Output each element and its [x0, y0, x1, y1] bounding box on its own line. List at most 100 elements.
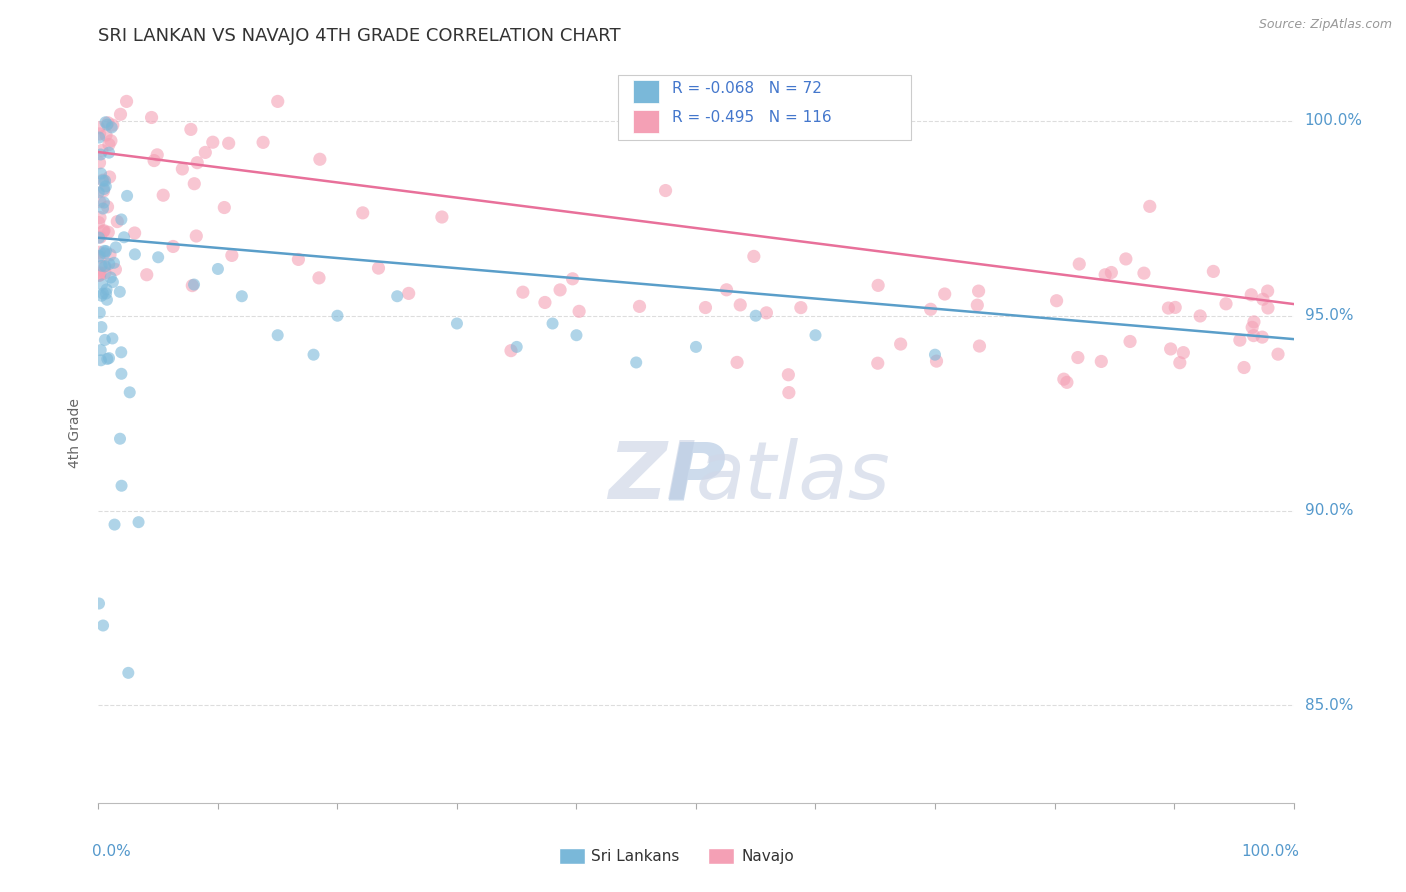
Point: [186, 229, 208, 244]
Text: 0.0%: 0.0%: [93, 844, 131, 858]
Point: [186, 155, 208, 169]
Point: [100, 134, 122, 148]
Point: [1157, 301, 1180, 315]
Point: [1168, 356, 1191, 370]
Point: [89, 268, 111, 282]
Bar: [633, 110, 659, 133]
Point: [89, 127, 111, 141]
Point: [98, 248, 121, 262]
Point: [90, 289, 112, 303]
Point: [267, 328, 290, 343]
Point: [148, 250, 170, 264]
Point: [135, 268, 157, 282]
Point: [97, 225, 120, 239]
Point: [90, 259, 112, 273]
Point: [534, 295, 557, 310]
Point: [890, 337, 912, 351]
Point: [1243, 328, 1265, 343]
Point: [89, 249, 111, 263]
Bar: [633, 80, 659, 103]
Text: Source: ZipAtlas.com: Source: ZipAtlas.com: [1258, 18, 1392, 31]
Point: [101, 331, 124, 345]
Point: [90, 353, 112, 368]
Point: [866, 356, 889, 370]
Point: [93, 195, 115, 210]
Point: [110, 479, 132, 493]
Point: [128, 515, 150, 529]
Point: [561, 272, 583, 286]
Point: [183, 277, 205, 292]
Point: [506, 340, 529, 354]
Point: [87, 215, 110, 229]
Text: P: P: [666, 438, 725, 516]
Point: [309, 153, 332, 167]
Point: [778, 385, 800, 400]
Point: [790, 301, 813, 315]
Point: [94, 260, 117, 274]
Point: [93, 184, 115, 198]
Point: [302, 348, 325, 362]
Point: [231, 289, 253, 303]
Point: [90, 167, 112, 181]
Point: [101, 118, 124, 132]
Point: [94, 174, 117, 188]
Point: [218, 136, 240, 151]
Point: [1164, 301, 1187, 315]
Point: [104, 240, 127, 254]
Point: [87, 230, 110, 244]
Point: [541, 317, 564, 331]
Point: [91, 202, 114, 216]
Point: [90, 144, 112, 158]
Point: [110, 107, 132, 121]
Point: [89, 245, 111, 260]
Point: [96, 351, 118, 366]
Point: [548, 283, 571, 297]
Point: [87, 186, 110, 200]
Point: [105, 214, 128, 228]
Point: [94, 179, 117, 194]
Point: [94, 128, 117, 142]
Point: [267, 95, 290, 109]
Point: [91, 173, 114, 187]
Point: [118, 385, 141, 400]
Point: [162, 239, 184, 253]
Point: [925, 354, 948, 368]
Point: [934, 287, 956, 301]
Point: [93, 224, 115, 238]
Point: [103, 517, 125, 532]
Point: [1119, 334, 1142, 349]
Point: [969, 339, 991, 353]
Point: [207, 262, 229, 277]
Point: [90, 320, 112, 334]
Point: [110, 367, 132, 381]
Point: [654, 184, 676, 198]
Point: [91, 173, 114, 187]
Bar: [558, 848, 585, 864]
Point: [221, 248, 243, 262]
Point: [499, 343, 522, 358]
Point: [89, 306, 111, 320]
Point: [1115, 252, 1137, 266]
Point: [183, 177, 205, 191]
Point: [89, 194, 111, 209]
Point: [367, 261, 389, 276]
Point: [967, 284, 990, 298]
Point: [141, 111, 163, 125]
Point: [93, 182, 115, 196]
Point: [1267, 347, 1289, 361]
Point: [920, 302, 942, 317]
Text: ZI: ZI: [607, 438, 696, 516]
Point: [94, 244, 117, 259]
Point: [96, 200, 118, 214]
Point: [725, 355, 748, 369]
Point: [1251, 292, 1274, 306]
Point: [385, 289, 409, 303]
Point: [1229, 333, 1251, 347]
Point: [1099, 266, 1122, 280]
Point: [565, 328, 588, 343]
Point: [94, 333, 117, 347]
Point: [117, 665, 139, 680]
Point: [778, 368, 800, 382]
Point: [96, 293, 118, 307]
Point: [1251, 330, 1274, 344]
